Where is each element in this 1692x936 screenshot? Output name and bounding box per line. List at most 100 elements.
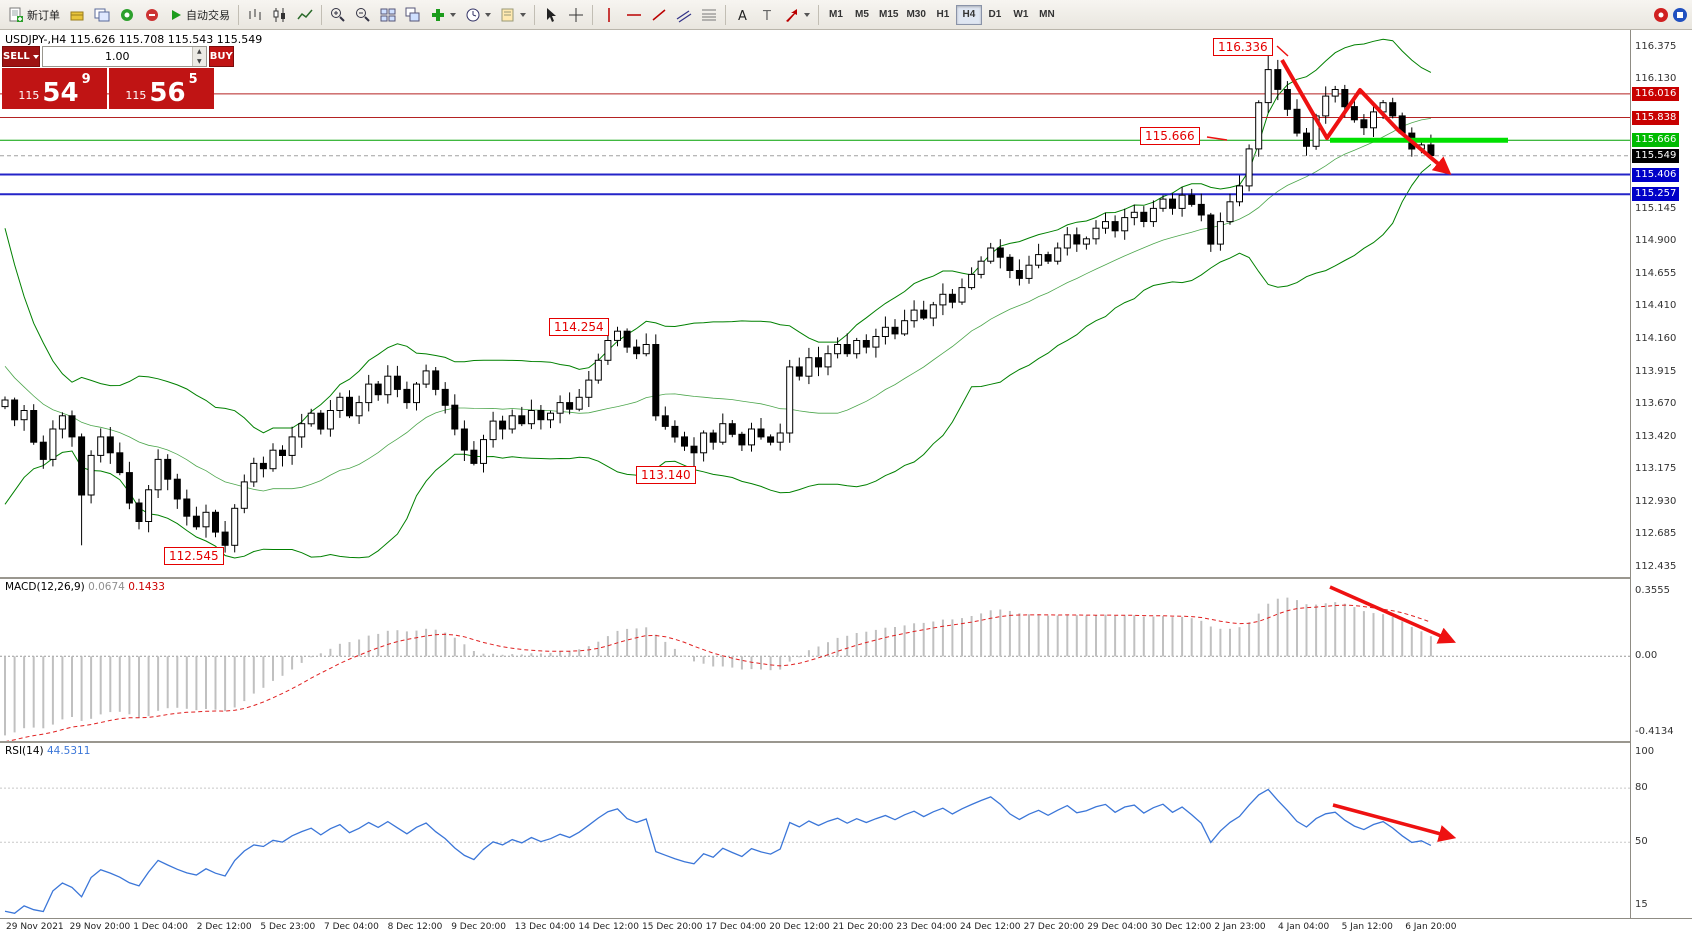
time-label: 30 Dec 12:00 xyxy=(1150,922,1212,932)
axis-label-114.160: 114.160 xyxy=(1635,333,1677,345)
tile-windows-button[interactable] xyxy=(376,4,400,26)
time-label: 9 Dec 20:00 xyxy=(451,922,506,932)
cascade-windows-icon xyxy=(405,7,420,21)
price-annotation-113.140[interactable]: 113.140 xyxy=(636,466,696,484)
navigator-button[interactable] xyxy=(115,4,139,26)
buy-button[interactable]: BUY xyxy=(208,46,234,67)
text-button[interactable]: A xyxy=(730,4,754,26)
chart-info: USDJPY-,H4 115.626 115.708 115.543 115.5… xyxy=(5,33,263,46)
line-chart-icon xyxy=(297,9,313,19)
bid-price-display[interactable]: 115 54 9 xyxy=(2,68,107,109)
channel-icon xyxy=(676,10,692,22)
terminal-button[interactable] xyxy=(140,4,164,26)
price-annotation-112.545[interactable]: 112.545 xyxy=(164,547,224,565)
package-icon xyxy=(70,11,84,20)
axis-label-116.130: 116.130 xyxy=(1635,72,1677,84)
dropdown-caret-icon xyxy=(450,13,456,20)
new-order-icon xyxy=(9,7,23,22)
bar-chart-button[interactable] xyxy=(243,4,267,26)
auto-trading-button[interactable]: 自动交易 xyxy=(165,4,234,26)
navigator-icon xyxy=(121,8,133,21)
dropdown-caret-icon xyxy=(520,13,526,20)
periods-button[interactable] xyxy=(461,4,495,26)
horizontal-line-icon xyxy=(627,13,641,16)
plugin-blue-icon[interactable] xyxy=(1672,7,1688,23)
zoom-in-icon xyxy=(331,7,345,22)
rsi-panel[interactable]: RSI(14) 44.5311 xyxy=(0,743,1630,918)
timeframe-m1-button[interactable]: M1 xyxy=(823,5,849,25)
crosshair-button[interactable] xyxy=(564,4,588,26)
sell-button[interactable]: SELL xyxy=(2,46,40,67)
timeframe-m15-button[interactable]: M15 xyxy=(875,5,902,25)
indicators-button[interactable] xyxy=(426,4,460,26)
zoom-out-button[interactable] xyxy=(351,4,375,26)
axis-label-115.549: 115.549 xyxy=(1632,148,1680,163)
axis-label-113.175: 113.175 xyxy=(1635,463,1677,475)
cursor-icon xyxy=(547,7,556,22)
price-chart-canvas[interactable] xyxy=(0,30,1630,577)
macd-name: MACD(12,26,9) xyxy=(5,581,85,593)
text-label-button[interactable]: T xyxy=(755,4,779,26)
panel-separator[interactable] xyxy=(0,577,1692,579)
candlestick-chart-button[interactable] xyxy=(268,4,292,26)
crosshair-icon xyxy=(569,7,583,22)
axis-label-112.435: 112.435 xyxy=(1635,561,1677,573)
cursor-button[interactable] xyxy=(539,4,563,26)
line-chart-button[interactable] xyxy=(293,4,317,26)
timeframe-d1-button[interactable]: D1 xyxy=(982,5,1008,25)
ask-sup-digit: 5 xyxy=(188,72,198,87)
time-label: 29 Dec 04:00 xyxy=(1087,922,1148,932)
time-label: 15 Dec 20:00 xyxy=(642,922,703,932)
time-axis[interactable]: 29 Nov 2021 29 Nov 20:00 1 Dec 04:00 2 Dec … xyxy=(0,918,1692,936)
timeframe-m5-button[interactable]: M5 xyxy=(849,5,875,25)
arrows-button[interactable] xyxy=(780,4,814,26)
price-annotation-116.336[interactable]: 116.336 xyxy=(1213,38,1273,56)
fibonacci-button[interactable] xyxy=(697,4,721,26)
template-icon xyxy=(501,8,514,21)
tile-windows-icon xyxy=(380,8,396,21)
toolbar-right xyxy=(1653,7,1688,23)
spin-up-icon[interactable]: ▲ xyxy=(192,47,206,57)
trendline-button[interactable] xyxy=(647,4,671,26)
macd-canvas[interactable] xyxy=(0,579,1630,741)
axis-label-113.670: 113.670 xyxy=(1635,397,1677,409)
price-annotation-115.666[interactable]: 115.666 xyxy=(1140,127,1200,145)
fibonacci-icon xyxy=(702,9,716,20)
templates-button[interactable] xyxy=(496,4,530,26)
spin-down-icon[interactable]: ▼ xyxy=(192,56,206,66)
zoom-in-button[interactable] xyxy=(326,4,350,26)
axis-label-115.406: 115.406 xyxy=(1632,167,1680,182)
macd-panel[interactable]: MACD(12,26,9) 0.0674 0.1433 xyxy=(0,579,1630,741)
package-button[interactable] xyxy=(65,4,89,26)
auto-trading-label: 自动交易 xyxy=(186,9,230,22)
toolbar-separator xyxy=(534,4,535,25)
horizontal-line-button[interactable] xyxy=(622,4,646,26)
ask-prefix: 115 xyxy=(125,89,147,102)
main-chart-panel[interactable]: USDJPY-,H4 115.626 115.708 115.543 115.5… xyxy=(0,30,1630,577)
rsi-canvas[interactable] xyxy=(0,743,1630,918)
time-label: 2 Dec 12:00 xyxy=(196,922,252,932)
vertical-line-button[interactable] xyxy=(597,4,621,26)
channel-button[interactable] xyxy=(672,4,696,26)
market-watch-button[interactable] xyxy=(90,4,114,26)
price-axis[interactable]: 116.375 116.130 115.145 114.900 114.655 114.4… xyxy=(1630,30,1692,918)
volume-input[interactable] xyxy=(42,47,192,66)
timeframe-mn-button[interactable]: MN xyxy=(1034,5,1060,25)
candlestick-chart-icon xyxy=(273,7,285,22)
timeframe-w1-button[interactable]: W1 xyxy=(1008,5,1034,25)
cascade-windows-button[interactable] xyxy=(401,4,425,26)
ask-big-digits: 56 xyxy=(149,78,186,108)
plugin-red-icon[interactable] xyxy=(1653,7,1669,23)
new-order-button[interactable]: 新订单 xyxy=(4,4,64,26)
panel-separator[interactable] xyxy=(0,741,1692,743)
volume-spinner: ▲ ▼ xyxy=(191,47,206,66)
axis-label-112.930: 112.930 xyxy=(1635,495,1677,507)
toolbar-separator xyxy=(321,4,322,25)
timeframe-h1-button[interactable]: H1 xyxy=(930,5,956,25)
price-annotation-114.254[interactable]: 114.254 xyxy=(549,318,609,336)
ask-price-display[interactable]: 115 56 5 xyxy=(109,68,214,109)
timeframe-h4-button[interactable]: H4 xyxy=(955,4,982,25)
timeframe-m30-button[interactable]: M30 xyxy=(902,5,929,25)
rsi-value: 44.5311 xyxy=(46,745,91,757)
macd-main-value: 0.0674 xyxy=(88,581,125,593)
